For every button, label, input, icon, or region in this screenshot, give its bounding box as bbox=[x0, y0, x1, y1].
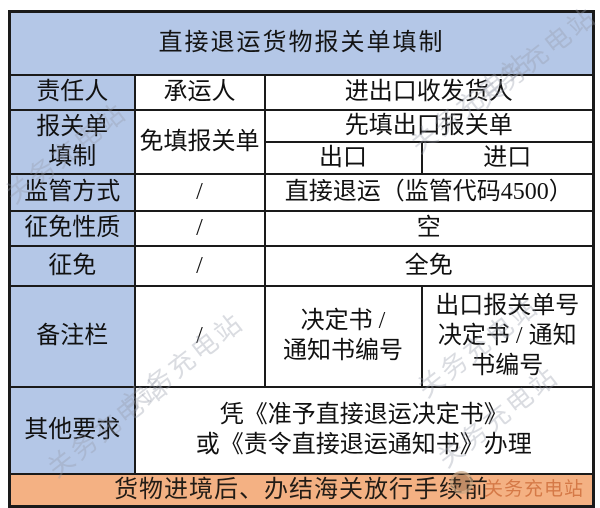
cell-carrier: 承运人 bbox=[133, 73, 266, 111]
row-other: 其他要求 凭《准予直接退运决定书》 或《责令直接退运通知书》办理 bbox=[8, 385, 595, 475]
cell-remarks-import-doc: 出口报关单号 决定书 / 通知 书编号 bbox=[420, 284, 595, 388]
footer-timing-note: 货物进境后、办结海关放行手续前 bbox=[8, 472, 595, 507]
label-supervision: 监管方式 bbox=[8, 172, 136, 212]
cell-exempt-declaration: 免填报关单 bbox=[133, 108, 266, 175]
cell-remarks-slash: / bbox=[133, 284, 266, 388]
label-responsible: 责任人 bbox=[8, 73, 136, 111]
cell-export: 出口 bbox=[263, 140, 423, 175]
cell-import: 进口 bbox=[420, 140, 595, 175]
row-declaration-sub: 出口 进口 bbox=[10, 140, 595, 175]
cell-levy-value: 全免 bbox=[263, 244, 595, 287]
label-other-requirements: 其他要求 bbox=[8, 385, 136, 475]
cell-supervision-value: 直接退运（监管代码4500） bbox=[263, 172, 595, 212]
row-levy: 征免 / 全免 bbox=[8, 244, 595, 287]
cell-remarks-export-doc: 决定书 / 通知书编号 bbox=[263, 284, 423, 388]
cell-nature-slash: / bbox=[133, 209, 266, 247]
row-remarks: 备注栏 / 决定书 / 通知书编号 出口报关单号 决定书 / 通知 书编号 bbox=[8, 284, 595, 388]
label-levy: 征免 bbox=[8, 244, 136, 287]
customs-declaration-table: 直接退运货物报关单填制 责任人 承运人 进出口收发货人 报关单 填制 免填报关单… bbox=[8, 10, 595, 508]
cell-first-export-declaration: 先填出口报关单 bbox=[263, 108, 595, 143]
label-nature: 征免性质 bbox=[8, 209, 136, 247]
row-declaration-top: 报关单 填制 免填报关单 先填出口报关单 bbox=[8, 108, 595, 175]
row-responsible: 责任人 承运人 进出口收发货人 bbox=[8, 73, 595, 111]
table-title: 直接退运货物报关单填制 bbox=[8, 10, 595, 76]
title-row: 直接退运货物报关单填制 bbox=[8, 10, 595, 76]
row-footer: 货物进境后、办结海关放行手续前 bbox=[8, 472, 595, 507]
cell-supervision-slash: / bbox=[133, 172, 266, 212]
cell-levy-slash: / bbox=[133, 244, 266, 287]
label-declaration: 报关单 填制 bbox=[8, 108, 136, 175]
row-nature: 征免性质 / 空 bbox=[8, 209, 595, 247]
cell-other-requirements: 凭《准予直接退运决定书》 或《责令直接退运通知书》办理 bbox=[133, 385, 595, 475]
row-supervision: 监管方式 / 直接退运（监管代码4500） bbox=[8, 172, 595, 212]
cell-nature-value: 空 bbox=[263, 209, 595, 247]
cell-consignee: 进出口收发货人 bbox=[263, 73, 595, 111]
label-remarks: 备注栏 bbox=[8, 284, 136, 388]
